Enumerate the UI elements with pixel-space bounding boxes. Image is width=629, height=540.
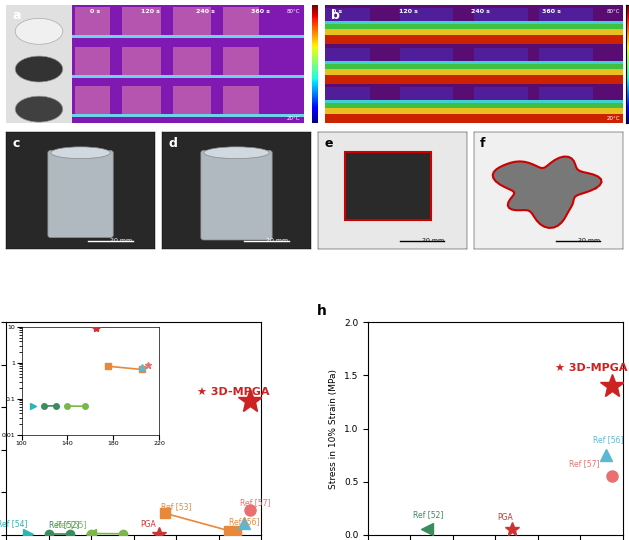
Bar [223,46,259,75]
Bar [173,6,211,35]
Bar [474,48,528,61]
Bar [75,85,110,114]
Bar [325,103,623,108]
Text: d: d [168,137,177,151]
Ellipse shape [15,96,63,122]
Bar [173,85,211,114]
Bar [122,85,161,114]
Bar [325,87,370,100]
Text: Ref [52]: Ref [52] [413,510,443,519]
Text: Ref [57]: Ref [57] [569,459,599,468]
Bar [6,5,72,123]
Text: 80°C: 80°C [287,9,301,14]
Text: Ref [55]: Ref [55] [57,519,87,529]
Text: Ref [53]: Ref [53] [161,502,192,511]
Bar [72,114,304,117]
Bar [325,69,623,75]
Bar [75,46,110,75]
Text: f: f [480,137,486,151]
Text: Ref [56]: Ref [56] [229,517,260,526]
Bar [540,8,593,21]
Text: 20°C: 20°C [606,116,620,121]
Bar [325,8,370,21]
Bar [325,64,623,69]
Text: 360 s: 360 s [251,9,270,14]
Bar [400,87,454,100]
Bar [223,6,259,35]
Text: 20°C: 20°C [287,116,301,121]
Text: a: a [12,9,21,22]
Bar [474,8,528,21]
Bar [400,48,454,61]
Bar [474,87,528,100]
Ellipse shape [15,56,63,82]
Y-axis label: Stress in 10% Strain (MPa): Stress in 10% Strain (MPa) [330,368,338,489]
Text: b: b [331,9,340,22]
Text: 240 s: 240 s [470,9,489,14]
Text: 0 s: 0 s [91,9,101,14]
Text: e: e [324,137,333,151]
Bar [122,6,161,35]
Bar [325,48,370,61]
Ellipse shape [15,18,63,44]
Text: ★ 3D-MPGA: ★ 3D-MPGA [555,363,627,373]
Text: PGA: PGA [498,513,513,522]
Ellipse shape [51,147,110,159]
Bar [325,21,623,24]
Bar [72,35,304,38]
Text: ★ 3D-MPGA: ★ 3D-MPGA [198,387,270,397]
Polygon shape [493,157,601,228]
Bar [325,100,623,103]
Text: 120 s: 120 s [141,9,160,14]
Bar [540,48,593,61]
Text: 20 mm: 20 mm [266,238,289,244]
Text: Ref [57]: Ref [57] [240,498,270,508]
Text: 20 mm: 20 mm [578,238,601,244]
Bar [325,108,623,114]
Bar [72,75,304,78]
Bar [325,114,623,123]
Bar [325,24,623,29]
Bar [75,6,110,35]
Bar [540,87,593,100]
Text: 80°C: 80°C [606,9,620,14]
Bar [122,46,161,75]
Bar [325,61,623,64]
Text: h: h [317,304,327,318]
Text: Ref [54]: Ref [54] [0,519,28,528]
Ellipse shape [204,147,269,159]
Text: 360 s: 360 s [542,9,561,14]
Text: 0 s: 0 s [332,9,342,14]
Bar [223,85,259,114]
Text: 20 mm: 20 mm [422,238,445,244]
Text: 240 s: 240 s [196,9,215,14]
Bar [173,46,211,75]
Text: PGA: PGA [140,519,156,529]
Bar [325,29,623,35]
FancyBboxPatch shape [48,151,113,238]
Text: Ref [56]: Ref [56] [593,435,623,444]
Bar [400,8,454,21]
Text: 120 s: 120 s [399,9,418,14]
FancyBboxPatch shape [201,151,272,240]
Text: c: c [12,137,19,151]
Text: Ref [52]: Ref [52] [48,519,79,529]
Bar [325,75,623,84]
Bar [325,35,623,44]
Text: 20 mm: 20 mm [111,238,133,244]
